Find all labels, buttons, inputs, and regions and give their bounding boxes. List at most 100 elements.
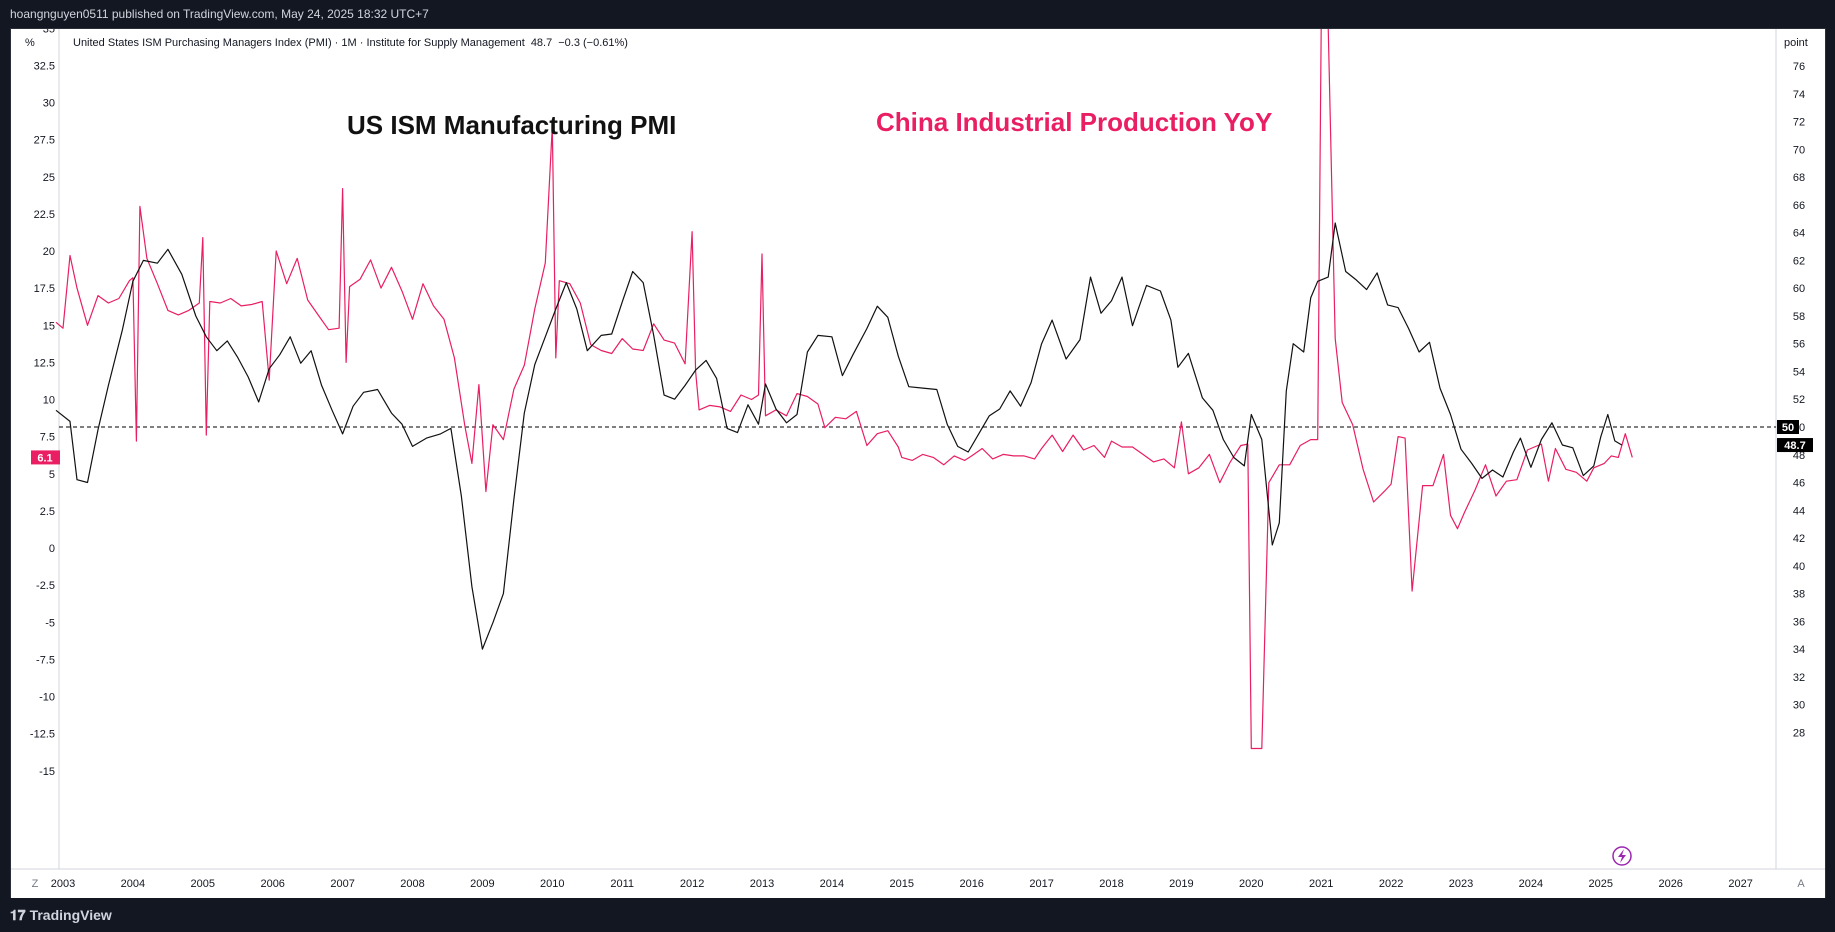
time-tick-label: 2025: [1589, 878, 1613, 890]
annotation-pmi-title: US ISM Manufacturing PMI: [347, 110, 676, 140]
left-tick-label: 35: [43, 29, 55, 35]
left-tick-label: 12.5: [34, 357, 55, 369]
time-tick-label: 2005: [191, 878, 215, 890]
time-tick-label: 2023: [1449, 878, 1473, 890]
left-tick-label: -15: [39, 766, 55, 778]
left-tick-label: 32.5: [34, 60, 55, 72]
time-tick-label: 2016: [959, 878, 983, 890]
time-tick-label: 2027: [1728, 878, 1752, 890]
left-tick-label: 5: [49, 469, 55, 481]
time-axis[interactable]: 2003 2004 2005 2006 2007 2008 2009 2010 2011 2012…: [51, 878, 1753, 890]
published-header: hoangnguyen0511 published on TradingView…: [0, 0, 1835, 28]
left-tick-label: 25: [43, 172, 55, 184]
time-tick-label: 2011: [610, 878, 634, 890]
right-tick-label: 44: [1793, 505, 1805, 517]
left-axis[interactable]: 37.53532.53027.52522.52017.51512.5107.55…: [30, 23, 55, 778]
time-tick-label: 2013: [750, 878, 774, 890]
left-tick-label: 17.5: [34, 283, 55, 295]
left-tick-label: -10: [39, 692, 55, 704]
series-layer: [55, 26, 1776, 750]
right-tick-label: 66: [1793, 200, 1805, 212]
right-tick-label: 60: [1793, 283, 1805, 295]
china-last-badge-label: 6.1: [37, 452, 52, 464]
legend-change: −0.3 (−0.61%): [558, 37, 628, 49]
time-tick-label: 2015: [890, 878, 914, 890]
right-tick-label: 54: [1793, 366, 1805, 378]
lightning-icon[interactable]: [1612, 846, 1632, 866]
tradingview-brand: TradingView: [29, 907, 112, 923]
left-tick-label: 27.5: [34, 135, 55, 147]
time-tick-label: 2020: [1239, 878, 1263, 890]
time-tick-label: 2003: [51, 878, 75, 890]
time-tick-label: 2022: [1379, 878, 1403, 890]
legend-last-value: 48.7: [531, 37, 552, 49]
right-tick-label: 48: [1793, 450, 1805, 462]
time-tick-label: 2009: [470, 878, 494, 890]
chart-frame[interactable]: 37.53532.53027.52522.52017.51512.5107.55…: [10, 23, 1826, 899]
tradingview-logo[interactable]: 𝟏𝟕 TradingView: [10, 898, 112, 932]
right-axis-unit: point: [1784, 37, 1808, 49]
time-tick-label: 2018: [1099, 878, 1123, 890]
right-axis[interactable]: 7674727068666462605856545250484644424038…: [1793, 61, 1805, 739]
left-tick-label: 22.5: [34, 209, 55, 221]
series-line-china-ip[interactable]: [55, 26, 1633, 750]
chart-svg[interactable]: 37.53532.53027.52522.52017.51512.5107.55…: [11, 23, 1825, 898]
zoom-button[interactable]: Z: [32, 878, 39, 890]
right-tick-label: 36: [1793, 616, 1805, 628]
pmi-last-badge: [1777, 438, 1813, 453]
time-tick-label: 2026: [1658, 878, 1682, 890]
left-tick-label: 30: [43, 98, 55, 110]
series-line-pmi[interactable]: [55, 222, 1623, 650]
right-tick-label: 46: [1793, 478, 1805, 490]
right-tick-label: 68: [1793, 172, 1805, 184]
time-tick-label: 2019: [1169, 878, 1193, 890]
left-tick-label: 2.5: [40, 506, 55, 518]
right-tick-label: 42: [1793, 533, 1805, 545]
time-tick-label: 2017: [1029, 878, 1053, 890]
right-tick-label: 64: [1793, 228, 1805, 240]
right-tick-label: 72: [1793, 117, 1805, 129]
legend-symbol: United States ISM Purchasing Managers In…: [73, 37, 628, 49]
time-tick-label: 2014: [820, 878, 844, 890]
right-tick-label: 74: [1793, 89, 1805, 101]
left-tick-label: 7.5: [40, 432, 55, 444]
footer-bar: 𝟏𝟕 TradingView: [0, 898, 1835, 932]
left-tick-label: 15: [43, 320, 55, 332]
pmi-last-badge-label: 48.7: [1784, 440, 1805, 452]
time-tick-label: 2006: [260, 878, 284, 890]
right-tick-label: 38: [1793, 589, 1805, 601]
right-tick-label: 30: [1793, 700, 1805, 712]
right-tick-label: 56: [1793, 339, 1805, 351]
right-tick-label: 40: [1793, 561, 1805, 573]
right-tick-label: 58: [1793, 311, 1805, 323]
left-tick-label: -12.5: [30, 729, 55, 741]
published-text: hoangnguyen0511 published on TradingView…: [10, 7, 429, 21]
right-tick-label: 52: [1793, 394, 1805, 406]
annotation-china-title: China Industrial Production YoY: [876, 107, 1272, 137]
left-tick-label: -5: [45, 617, 55, 629]
tradingview-logo-icon: 𝟏𝟕: [10, 907, 26, 923]
time-tick-label: 2010: [540, 878, 564, 890]
time-tick-label: 2008: [400, 878, 424, 890]
time-tick-label: 2012: [680, 878, 704, 890]
right-tick-label: 34: [1793, 644, 1805, 656]
left-tick-label: 0: [49, 543, 55, 555]
time-tick-label: 2007: [330, 878, 354, 890]
left-tick-label: -7.5: [36, 654, 55, 666]
time-tick-label: 2004: [121, 878, 145, 890]
right-tick-label: 62: [1793, 255, 1805, 267]
right-tick-label: 70: [1793, 144, 1805, 156]
left-axis-unit: %: [25, 37, 35, 49]
ref-line-badge: [1777, 420, 1799, 434]
right-tick-label: 32: [1793, 672, 1805, 684]
left-tick-label: 20: [43, 246, 55, 258]
time-tick-label: 2021: [1309, 878, 1333, 890]
legend-symbol-name: United States ISM Purchasing Managers In…: [73, 37, 525, 49]
right-tick-label: 28: [1793, 727, 1805, 739]
left-tick-label: -2.5: [36, 580, 55, 592]
auto-scale-button[interactable]: A: [1797, 878, 1805, 890]
right-tick-label: 76: [1793, 61, 1805, 73]
left-tick-label: 10: [43, 395, 55, 407]
time-tick-label: 2024: [1519, 878, 1543, 890]
ref-line-badge-label: 50: [1782, 422, 1794, 434]
